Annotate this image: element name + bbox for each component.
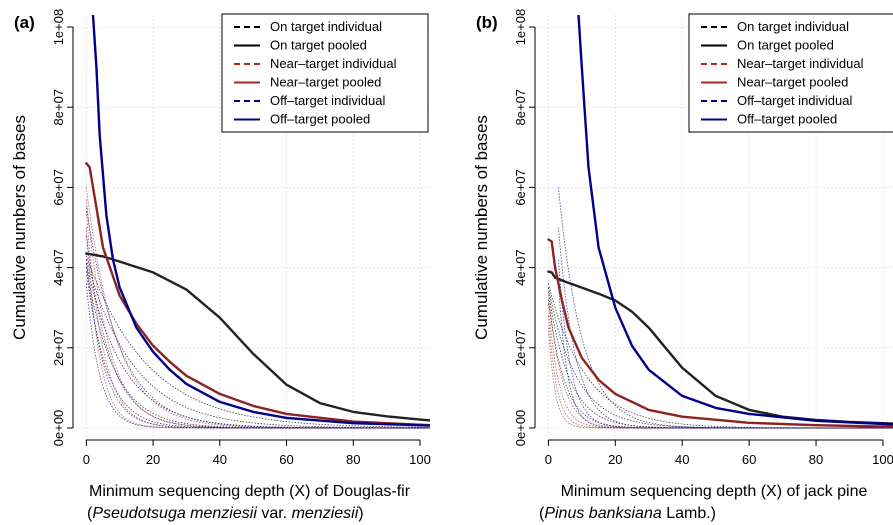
x-tick-label: 100 xyxy=(872,452,893,467)
y-tick-label: 6e+07 xyxy=(51,169,66,206)
y-tick-label: 0e+00 xyxy=(51,410,66,447)
y-tick-label: 1e+08 xyxy=(51,9,66,46)
x-tick-label: 100 xyxy=(409,452,431,467)
individual-series-line xyxy=(548,315,893,429)
x-axis-subtitle-part: var. xyxy=(257,505,292,522)
legend-label: Off–target individual xyxy=(270,93,385,108)
panel-a: 0e+00 2e+07 4e+07 6e+07 8e+07 1e+08 0 20 40 60 80 1… xyxy=(10,9,431,522)
panel-label: (b) xyxy=(476,13,498,32)
legend: On target individual On target pooled Near… xyxy=(688,13,893,133)
pooled-series-line xyxy=(577,15,893,426)
legend-label: Near–target individual xyxy=(270,56,397,71)
individual-series-line xyxy=(85,283,430,429)
x-tick-label: 20 xyxy=(146,452,160,467)
individual-series-line xyxy=(85,271,430,429)
x-axis-subtitle-part: Pinus banksiana xyxy=(544,505,662,522)
y-axis-title: Cumulative numbers of bases xyxy=(472,115,491,340)
x-tick-label: 40 xyxy=(675,452,689,467)
x-axis-title: Minimum sequencing depth (X) of jack pin… xyxy=(561,483,868,500)
y-tick-label: 4e+07 xyxy=(513,249,528,286)
y-tick-label: 6e+07 xyxy=(513,169,528,206)
legend-label: Off–target pooled xyxy=(737,112,837,127)
individual-series-line xyxy=(558,283,893,429)
individual-series-line xyxy=(85,259,430,429)
individual-series-line xyxy=(558,227,893,429)
individual-series-line xyxy=(548,291,893,429)
pooled-series-line xyxy=(85,252,430,422)
x-axis-subtitle-part: ( xyxy=(539,505,545,522)
legend-label: Off–target pooled xyxy=(270,112,370,127)
legend-label: Near–target individual xyxy=(737,56,864,71)
x-tick-label: 60 xyxy=(279,452,293,467)
y-tick-label: 0e+00 xyxy=(513,410,528,447)
individual-series-line xyxy=(548,283,893,429)
y-tick-label: 8e+07 xyxy=(51,89,66,126)
x-axis-title: Minimum sequencing depth (X) of Douglas-… xyxy=(89,483,411,500)
x-tick-label: 60 xyxy=(742,452,756,467)
individual-series-line xyxy=(548,327,893,429)
legend-label: Near–target pooled xyxy=(737,75,848,90)
legend-label: On target individual xyxy=(270,19,382,34)
individual-series-line xyxy=(85,199,430,429)
individual-series-line xyxy=(558,187,893,429)
individual-series-line xyxy=(85,211,430,429)
y-tick-label: 4e+07 xyxy=(51,249,66,286)
y-tick-label: 1e+08 xyxy=(513,9,528,46)
legend-box xyxy=(688,13,893,133)
individual-series-line xyxy=(548,287,893,429)
legend-label: Near–target pooled xyxy=(270,75,381,90)
pooled-series-line xyxy=(91,15,430,427)
legend-label: On target pooled xyxy=(270,38,367,53)
y-axis-title: Cumulative numbers of bases xyxy=(10,115,29,340)
x-axis-subtitle-part: Pseudotsuga menziesii xyxy=(92,505,257,522)
plot-area xyxy=(85,15,430,429)
legend-box xyxy=(221,13,429,133)
x-axis-subtitle-part: Lamb. xyxy=(662,505,711,522)
y-tick-label: 8e+07 xyxy=(513,89,528,126)
x-tick-label: 40 xyxy=(213,452,227,467)
x-tick-label: 80 xyxy=(346,452,360,467)
legend: On target individual On target pooled Near… xyxy=(221,13,429,133)
x-axis-subtitle-part: ) xyxy=(358,505,363,522)
pooled-series-line xyxy=(85,162,430,427)
x-axis-subtitle-part: ) xyxy=(711,505,716,522)
y-tick-label: 2e+07 xyxy=(51,330,66,367)
legend-label: On target individual xyxy=(737,19,849,34)
x-axis-subtitle-part: menziesii xyxy=(292,505,359,522)
y-tick-label: 2e+07 xyxy=(513,330,528,367)
panel-label: (a) xyxy=(14,13,35,32)
panel-b: 0e+00 2e+07 4e+07 6e+07 8e+07 1e+08 0 20 40 60 80 1… xyxy=(472,9,893,522)
legend-label: Off–target individual xyxy=(737,93,852,108)
x-axis-subtitle: (Pinus banksiana Lamb.) xyxy=(539,505,716,522)
x-axis-subtitle: (Pseudotsuga menziesii var. menziesii) xyxy=(87,505,364,522)
x-tick-label: 80 xyxy=(809,452,823,467)
legend-label: On target pooled xyxy=(737,38,834,53)
x-tick-label: 0 xyxy=(545,452,552,467)
pooled-series-line xyxy=(547,238,893,428)
x-axis-subtitle-part: ( xyxy=(87,505,93,522)
individual-series-line xyxy=(85,207,430,429)
x-tick-label: 20 xyxy=(608,452,622,467)
individual-series-line xyxy=(85,187,430,429)
individual-series-line xyxy=(85,255,430,428)
x-tick-label: 0 xyxy=(83,452,90,467)
plot-area xyxy=(547,15,893,429)
individual-series-line xyxy=(548,291,893,429)
